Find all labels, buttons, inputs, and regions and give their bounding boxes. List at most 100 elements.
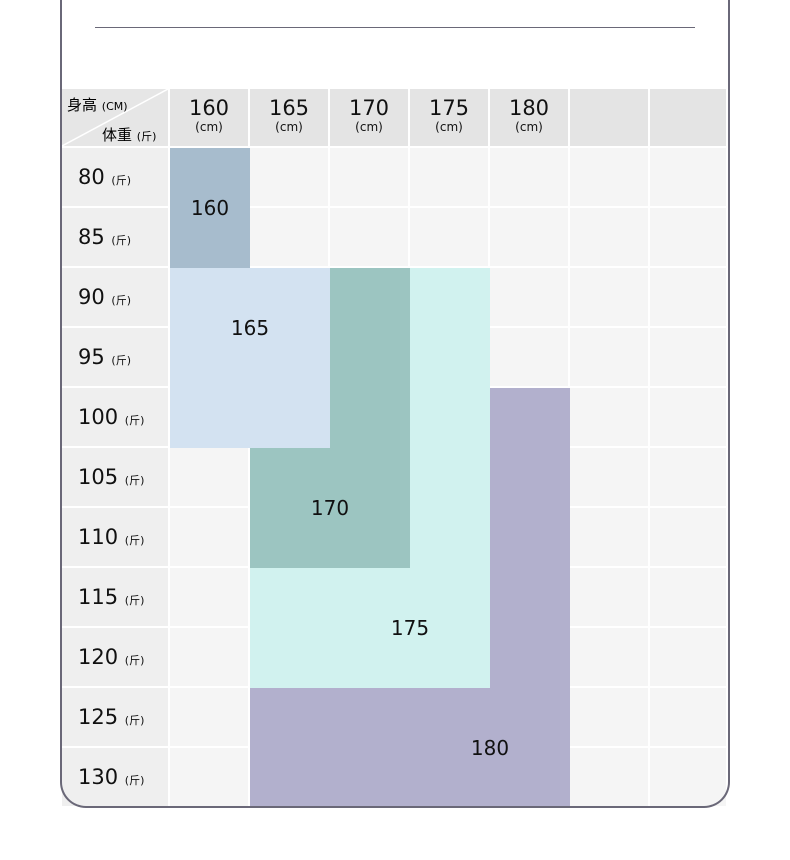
row-label: 90 (斤) (62, 268, 170, 328)
table-cell (570, 148, 650, 208)
row-label: 130 (斤) (62, 748, 170, 808)
size-region-180 (250, 688, 570, 808)
header-corner: 身高 (CM) 体重 (斤) (62, 89, 170, 148)
weight-value: 115 (78, 585, 119, 609)
table-cell (650, 268, 728, 328)
divider (95, 27, 695, 28)
size-label: 180 (470, 736, 510, 760)
table-cell (570, 568, 650, 628)
table-cell (410, 148, 490, 208)
table-cell (170, 688, 250, 748)
weight-unit: (斤) (124, 534, 145, 547)
size-region-165 (170, 268, 330, 448)
weight-value: 100 (78, 405, 119, 429)
table-cell (170, 748, 250, 808)
weight-unit: (斤) (124, 414, 145, 427)
table-cell (650, 748, 728, 808)
table-cell (570, 268, 650, 328)
height-unit: (cm) (355, 120, 383, 134)
weight-value: 80 (78, 165, 105, 189)
row-label: 110 (斤) (62, 508, 170, 568)
weight-unit: (斤) (124, 474, 145, 487)
size-label: 165 (230, 316, 270, 340)
table-cell (570, 628, 650, 688)
size-region-175 (250, 568, 490, 688)
height-value: 180 (508, 96, 550, 120)
height-unit: (cm) (195, 120, 223, 134)
weight-value: 85 (78, 225, 105, 249)
row-label: 120 (斤) (62, 628, 170, 688)
row-label: 85 (斤) (62, 208, 170, 268)
row-label: 95 (斤) (62, 328, 170, 388)
table-cell (650, 508, 728, 568)
table-cell (570, 208, 650, 268)
table-cell (330, 208, 410, 268)
table-cell (650, 388, 728, 448)
weight-unit: (斤) (124, 714, 145, 727)
row-label: 80 (斤) (62, 148, 170, 208)
weight-unit: (斤) (124, 594, 145, 607)
table-cell (490, 148, 570, 208)
weight-value: 130 (78, 765, 119, 789)
weight-label: 体重 (102, 126, 133, 144)
size-label: 170 (310, 496, 350, 520)
column-header (570, 89, 650, 148)
size-region-160 (170, 148, 250, 268)
weight-unit: (斤) (124, 774, 145, 787)
table-cell (650, 448, 728, 508)
size-region-170 (250, 448, 410, 568)
table-cell (650, 688, 728, 748)
table-cell (570, 748, 650, 808)
table-cell (170, 508, 250, 568)
weight-value: 95 (78, 345, 105, 369)
row-label: 100 (斤) (62, 388, 170, 448)
height-unit: (cm) (435, 120, 463, 134)
height-value: 165 (268, 96, 310, 120)
size-label: 160 (190, 196, 230, 220)
height-unit: (cm) (275, 120, 303, 134)
height-value: 160 (188, 96, 230, 120)
table-cell (570, 328, 650, 388)
row-label: 125 (斤) (62, 688, 170, 748)
table-cell (490, 208, 570, 268)
diagonal-line (62, 89, 168, 146)
column-header: 165 (cm) (250, 89, 330, 148)
table-cell (650, 328, 728, 388)
row-label: 105 (斤) (62, 448, 170, 508)
weight-value: 90 (78, 285, 105, 309)
table-cell (570, 508, 650, 568)
table-cell (490, 268, 570, 328)
table-cell (410, 208, 490, 268)
weight-value: 110 (78, 525, 119, 549)
size-region-170 (330, 268, 410, 448)
table-cell (170, 628, 250, 688)
height-unit: (CM) (101, 100, 128, 113)
table-cell (330, 148, 410, 208)
weight-unit: (斤) (136, 130, 157, 143)
height-unit: (cm) (515, 120, 543, 134)
size-label: 175 (390, 616, 430, 640)
height-value: 170 (348, 96, 390, 120)
column-header: 180 (cm) (490, 89, 570, 148)
weight-unit: (斤) (111, 174, 132, 187)
table-cell (250, 148, 330, 208)
table-cell (650, 568, 728, 628)
row-label: 115 (斤) (62, 568, 170, 628)
table-cell (570, 688, 650, 748)
height-label: 身高 (67, 96, 98, 114)
height-value: 175 (428, 96, 470, 120)
column-header (650, 89, 728, 148)
table-cell (250, 208, 330, 268)
column-header: 160 (cm) (170, 89, 250, 148)
weight-unit: (斤) (111, 294, 132, 307)
table-cell (570, 448, 650, 508)
table-cell (170, 448, 250, 508)
table-cell (650, 148, 728, 208)
table-cell (490, 328, 570, 388)
table-cell (650, 208, 728, 268)
weight-unit: (斤) (111, 354, 132, 367)
weight-unit: (斤) (111, 234, 132, 247)
table-cell (570, 388, 650, 448)
weight-value: 120 (78, 645, 119, 669)
